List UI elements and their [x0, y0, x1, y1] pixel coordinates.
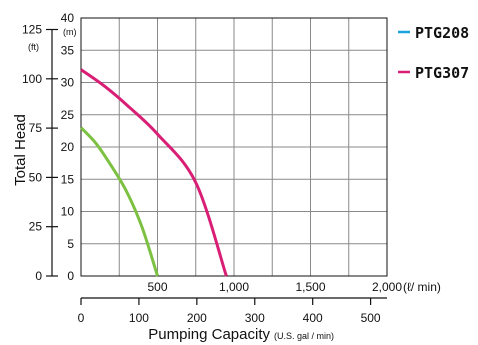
- y-tick-label-meters: 5: [67, 237, 74, 251]
- x-tick-label-lpm: 2,000: [372, 280, 402, 294]
- x-axis-lpm: 500 1,000 1,500 2,000: [147, 280, 402, 294]
- y-unit-feet: (ft): [28, 42, 39, 52]
- series-line-ptg307: [80, 68, 228, 277]
- y-tick-label-meters: 30: [61, 76, 75, 90]
- y-tick-label-meters: 15: [61, 172, 75, 186]
- y-axis-meters: 0 5 10 15 20 25 30 35 40: [61, 11, 75, 283]
- x-tick-label-lpm: 1,000: [219, 280, 249, 294]
- legend: PTG208 PTG307: [398, 24, 469, 82]
- y-tick-label-meters: 40: [61, 11, 75, 25]
- x-tick-label-gpm: 200: [187, 311, 207, 325]
- x-unit-lpm: (ℓ/ min): [403, 280, 441, 294]
- grid: [80, 17, 388, 277]
- y-axis-title: Total Head: [12, 114, 29, 186]
- y-tick-label-feet: 125: [22, 23, 42, 37]
- x-axis-gpm: 0 100 200 300 400 500: [78, 297, 387, 325]
- x-tick-label-lpm: 1,500: [295, 280, 325, 294]
- x-tick-label-gpm: 500: [361, 311, 381, 325]
- x-tick-label-lpm: 500: [147, 280, 167, 294]
- y-tick-label-feet: 75: [29, 121, 43, 135]
- y-tick-label-meters: 25: [61, 108, 75, 122]
- legend-label-ptg307: PTG307: [415, 64, 469, 82]
- y-tick-label-meters: 10: [61, 205, 75, 219]
- y-tick-label-feet: 100: [22, 72, 42, 86]
- x-tick-label-gpm: 0: [78, 311, 85, 325]
- y-tick-label-meters: 0: [67, 269, 74, 283]
- x-tick-label-gpm: 100: [129, 311, 149, 325]
- series-lines: [79, 68, 228, 277]
- y-axis-feet: 0 25 50 75 100 125: [22, 23, 58, 283]
- y-tick-label-meters: 35: [61, 43, 75, 57]
- x-tick-label-gpm: 300: [245, 311, 265, 325]
- x-tick-label-gpm: 400: [303, 311, 323, 325]
- legend-label-ptg208: PTG208: [415, 24, 469, 42]
- x-axis-title: Pumping Capacity: [148, 326, 270, 343]
- y-tick-label-feet: 25: [29, 220, 43, 234]
- y-tick-label-feet: 50: [29, 170, 43, 184]
- series-line-ptg208: [79, 126, 159, 277]
- x-axis-title-unit: (U.S. gal / min): [274, 331, 334, 341]
- y-tick-label-feet: 0: [35, 269, 42, 283]
- y-tick-label-meters: 20: [61, 140, 75, 154]
- plot-frame: [80, 17, 388, 277]
- y-unit-meters: (m): [63, 27, 77, 37]
